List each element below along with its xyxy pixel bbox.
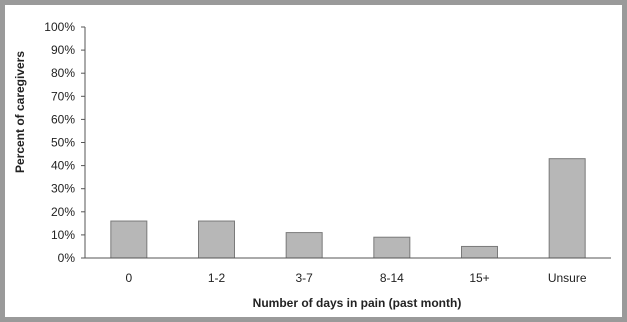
bar <box>548 158 586 259</box>
bar <box>461 245 498 259</box>
y-tick-label: 10% <box>51 228 75 242</box>
y-tick-label: 30% <box>51 182 75 196</box>
y-tick-label: 100% <box>44 20 75 34</box>
x-tick-label: 0 <box>125 271 132 285</box>
bar <box>198 220 235 259</box>
y-tick-label: 80% <box>51 66 75 80</box>
y-tick-label: 0% <box>58 251 76 265</box>
y-tick-label: 50% <box>51 136 75 150</box>
x-tick-label: 3-7 <box>295 271 313 285</box>
y-tick-label: 60% <box>51 112 75 126</box>
x-tick-label: Unsure <box>548 271 587 285</box>
y-axis-title: Percent of caregivers <box>13 51 27 173</box>
bar <box>110 220 148 259</box>
bar <box>373 236 411 259</box>
y-tick-label: 90% <box>51 43 75 57</box>
x-tick-label: 15+ <box>469 271 489 285</box>
y-tick-label: 70% <box>51 89 75 103</box>
x-tick-label: 8-14 <box>380 271 404 285</box>
y-tick-label: 40% <box>51 159 75 173</box>
x-tick-label: 1-2 <box>208 271 226 285</box>
bar <box>285 232 323 259</box>
x-axis-title: Number of days in pain (past month) <box>253 296 462 310</box>
y-tick-label: 20% <box>51 205 75 219</box>
